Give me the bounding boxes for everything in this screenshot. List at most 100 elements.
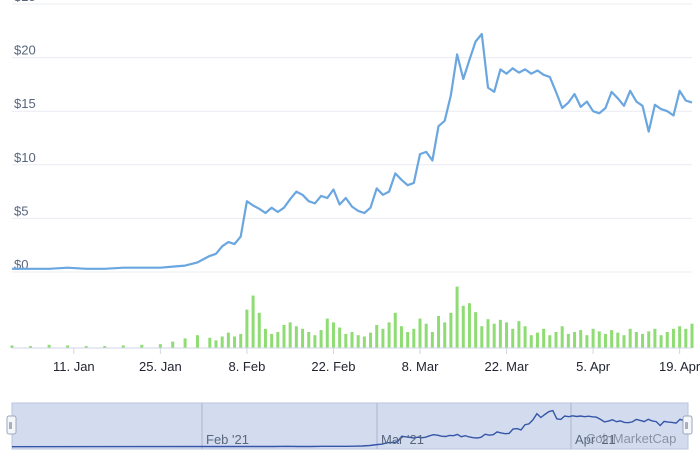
y-tick-label: $5: [14, 203, 28, 218]
volume-bar: [331, 322, 335, 348]
volume-bar: [542, 328, 546, 348]
volume-bar: [381, 328, 385, 348]
volume-bar: [560, 326, 564, 348]
volume-bar: [183, 338, 187, 348]
volume-bar: [103, 346, 107, 348]
volume-bar: [29, 346, 33, 348]
volume-bar: [523, 326, 527, 348]
volume-bar: [121, 345, 125, 348]
volume-bar: [665, 332, 669, 348]
volume-bar: [443, 322, 447, 348]
volume-bar: [10, 345, 14, 348]
volume-bar: [480, 326, 484, 348]
volume-bar: [369, 332, 373, 348]
price-line: [12, 32, 693, 270]
volume-bar: [251, 295, 255, 348]
volume-bar: [430, 332, 434, 348]
volume-bar: [678, 326, 682, 348]
volume-bar: [610, 330, 614, 348]
volume-bar: [375, 324, 379, 348]
volume-bar: [498, 319, 502, 348]
volume-bar: [356, 335, 360, 348]
volume-bar: [282, 324, 286, 348]
volume-bar: [208, 337, 212, 348]
x-tick-label: 5. Apr: [576, 359, 611, 374]
volume-bar: [288, 322, 292, 348]
volume-bar: [84, 346, 88, 348]
volume-bar: [301, 328, 305, 348]
volume-bar: [653, 328, 657, 348]
handle-grip-icon: ⦀: [9, 422, 13, 432]
volume-bar: [671, 328, 675, 348]
x-axis-tick-labels: 11. Jan 25. Jan 8. Feb 22. Feb 8. Mar 22. Mar…: [53, 348, 700, 374]
navigator-label-mar: Mar '21: [381, 432, 424, 447]
x-tick-label: 22. Mar: [485, 359, 530, 374]
x-tick-label: 19. Apr: [659, 359, 700, 374]
volume-bar: [449, 312, 453, 348]
volume-bar: [634, 332, 638, 348]
volume-bar: [616, 332, 620, 348]
navigator-price-line: [11, 409, 689, 448]
volume-bar: [393, 312, 397, 348]
volume-bar: [270, 333, 274, 348]
volume-bar: [406, 332, 410, 348]
volume-bar: [690, 323, 694, 348]
y-tick-label: $15: [14, 96, 36, 111]
volume-bar: [214, 340, 218, 348]
volume-bar: [220, 336, 224, 348]
volume-bar: [233, 336, 237, 348]
y-axis-tick-labels: $0$5$10$15$20$25: [14, 0, 36, 272]
volume-bar: [350, 332, 354, 348]
coinmarketcap-watermark: CoinMarketCap: [586, 431, 676, 446]
volume-bar: [641, 333, 645, 348]
navigator-right-handle[interactable]: ⦀: [682, 415, 693, 435]
volume-bar: [307, 332, 311, 348]
y-tick-label: $20: [14, 43, 36, 58]
volume-bar: [492, 323, 496, 348]
volume-bar: [591, 328, 595, 348]
volume-bar: [684, 328, 688, 348]
x-tick-label: 11. Jan: [53, 359, 95, 374]
volume-bar: [344, 333, 348, 348]
volume-bar: [597, 331, 601, 348]
navigator-left-handle[interactable]: ⦀: [6, 415, 17, 435]
volume-bar: [511, 328, 515, 348]
volume-bar: [461, 305, 465, 348]
volume-bar: [313, 335, 317, 348]
volume-bar: [412, 328, 416, 348]
volume-bar: [659, 335, 663, 348]
volume-bar: [257, 312, 261, 348]
volume-bar: [474, 312, 478, 348]
volume-bar: [622, 335, 626, 348]
volume-bar: [603, 333, 607, 348]
volume-bar: [387, 322, 391, 348]
x-tick-label: 8. Feb: [228, 359, 265, 374]
x-tick-label: 8. Mar: [402, 359, 440, 374]
x-tick-label: 22. Feb: [311, 359, 355, 374]
volume-bar: [362, 336, 366, 348]
volume-bar: [424, 323, 428, 348]
volume-bar: [535, 332, 539, 348]
navigator-label-feb: Feb '21: [206, 432, 249, 447]
volume-bar: [226, 332, 230, 348]
volume-bar: [486, 319, 490, 348]
volume-bar: [239, 333, 243, 348]
volume-bar: [505, 322, 509, 348]
navigator-selected-range[interactable]: [11, 402, 689, 450]
volume-bar: [140, 344, 144, 348]
volume-bar: [517, 321, 521, 348]
volume-bar: [554, 332, 558, 348]
volume-bar: [418, 318, 422, 348]
volume-bar: [338, 327, 342, 348]
range-navigator[interactable]: Feb '21 Mar '21 Apr '21 CoinMarketCap ⦀ …: [6, 402, 693, 450]
volume-bar: [628, 328, 632, 348]
volume-bar: [455, 286, 459, 348]
volume-bar: [319, 330, 323, 348]
volume-bar: [573, 332, 577, 348]
volume-bar: [548, 335, 552, 348]
volume-bar: [158, 344, 162, 348]
volume-bar: [585, 335, 589, 348]
navigator-label-apr: Apr '21: [575, 432, 616, 447]
x-tick-label: 25. Jan: [139, 359, 182, 374]
volume-bar: [399, 326, 403, 348]
